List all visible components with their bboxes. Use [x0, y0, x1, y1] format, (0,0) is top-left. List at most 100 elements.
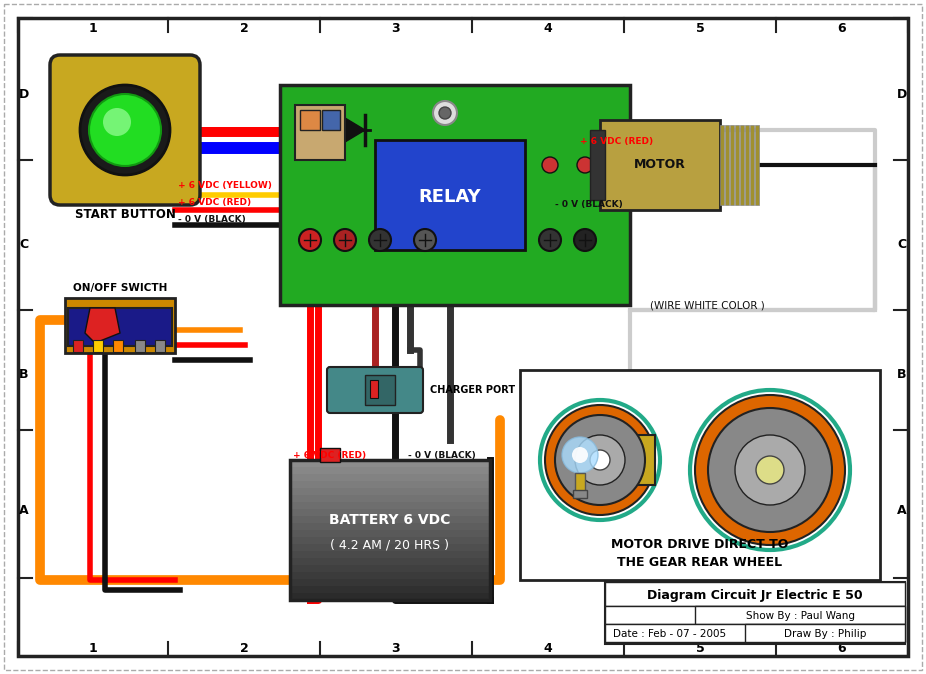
Bar [720, 125, 724, 205]
Text: D: D [897, 88, 907, 102]
Text: 5: 5 [695, 22, 705, 34]
Bar [520, 370, 880, 580]
Bar [290, 586, 490, 594]
Bar [735, 125, 739, 205]
Circle shape [542, 157, 558, 173]
Circle shape [299, 229, 321, 251]
Bar [290, 460, 490, 468]
Text: - 0 V (BLACK): - 0 V (BLACK) [555, 200, 623, 209]
Bar [290, 474, 490, 482]
Text: B: B [897, 369, 907, 381]
Bar [322, 110, 340, 130]
Bar [300, 110, 320, 130]
Bar [295, 105, 345, 160]
Bar [290, 572, 490, 580]
Bar [290, 509, 490, 517]
Text: 2: 2 [240, 22, 248, 34]
Circle shape [545, 405, 655, 515]
Bar [605, 582, 905, 606]
Text: + 6 VDC (RED): + 6 VDC (RED) [178, 198, 251, 207]
Bar [65, 298, 175, 353]
Text: (WIRE WHITE COLOR ): (WIRE WHITE COLOR ) [650, 300, 765, 310]
Bar [320, 448, 340, 462]
Circle shape [708, 408, 832, 532]
Text: Date : Feb - 07 - 2005: Date : Feb - 07 - 2005 [613, 629, 727, 639]
Bar [68, 308, 172, 346]
Circle shape [695, 395, 845, 545]
Text: C: C [897, 239, 907, 251]
Bar [113, 340, 123, 352]
Circle shape [574, 229, 596, 251]
Text: 1: 1 [89, 642, 97, 654]
Text: B: B [19, 369, 29, 381]
Bar [290, 544, 490, 552]
Bar [695, 606, 905, 624]
Bar [730, 125, 734, 205]
Circle shape [414, 229, 436, 251]
FancyBboxPatch shape [50, 55, 200, 205]
Circle shape [334, 229, 356, 251]
Bar [290, 502, 490, 510]
Bar [605, 582, 905, 644]
Bar [590, 130, 605, 200]
Polygon shape [340, 115, 365, 145]
Circle shape [735, 435, 805, 505]
Circle shape [575, 435, 625, 485]
Text: 3: 3 [392, 22, 400, 34]
Text: 6: 6 [838, 22, 846, 34]
Text: 6: 6 [838, 642, 846, 654]
Bar [290, 537, 490, 545]
Bar [725, 125, 729, 205]
Text: RELAY: RELAY [419, 188, 482, 206]
Bar [573, 490, 587, 498]
Text: THE GEAR REAR WHEEL: THE GEAR REAR WHEEL [618, 555, 782, 568]
Circle shape [539, 229, 561, 251]
Text: MOTOR DRIVE DIRECT TO: MOTOR DRIVE DIRECT TO [611, 539, 789, 551]
Circle shape [80, 85, 170, 175]
Text: 3: 3 [392, 642, 400, 654]
Text: + 6 VDC (YELLOW): + 6 VDC (YELLOW) [178, 181, 272, 190]
Bar [290, 558, 490, 566]
Text: BATTERY 6 VDC: BATTERY 6 VDC [330, 513, 451, 527]
Bar [745, 624, 905, 642]
Text: CHARGER PORT: CHARGER PORT [430, 385, 515, 395]
Text: 2: 2 [240, 642, 248, 654]
Bar [600, 120, 720, 210]
Bar [755, 125, 759, 205]
Bar [750, 125, 754, 205]
Bar [290, 467, 490, 475]
Circle shape [433, 101, 457, 125]
Bar [290, 565, 490, 573]
Bar [290, 516, 490, 524]
Text: A: A [897, 503, 907, 516]
Bar [575, 473, 585, 493]
Bar [290, 523, 490, 531]
Text: + 6 VDC (RED): + 6 VDC (RED) [293, 451, 366, 460]
Bar [745, 125, 749, 205]
Circle shape [572, 447, 588, 463]
FancyBboxPatch shape [327, 367, 423, 413]
Text: ( 4.2 AM / 20 HRS ): ( 4.2 AM / 20 HRS ) [331, 539, 449, 551]
Text: Diagram Circuit Jr Electric E 50: Diagram Circuit Jr Electric E 50 [647, 590, 863, 603]
Bar [93, 340, 103, 352]
Polygon shape [85, 308, 120, 343]
Bar [290, 460, 490, 600]
Text: Show By : Paul Wang: Show By : Paul Wang [745, 611, 855, 621]
Bar [290, 579, 490, 587]
Bar [375, 140, 525, 250]
Circle shape [555, 415, 645, 505]
Bar [370, 380, 378, 398]
Circle shape [756, 456, 784, 484]
Bar [605, 624, 905, 642]
Circle shape [562, 437, 598, 473]
Text: + 6 VDC (RED): + 6 VDC (RED) [580, 137, 653, 146]
Bar [73, 340, 83, 352]
Bar [290, 530, 490, 538]
Circle shape [89, 94, 161, 166]
Text: - 0 V (BLACK): - 0 V (BLACK) [178, 215, 245, 224]
Bar [290, 481, 490, 489]
Bar [155, 340, 165, 352]
Bar [290, 551, 490, 559]
Text: Draw By : Philip: Draw By : Philip [783, 629, 866, 639]
Text: D: D [19, 88, 29, 102]
